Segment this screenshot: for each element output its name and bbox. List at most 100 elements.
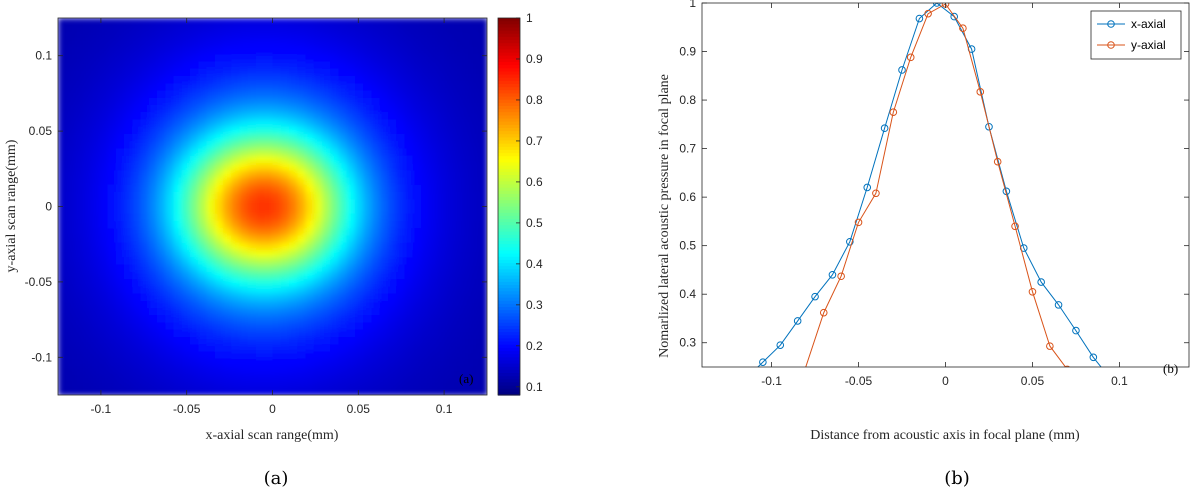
heatmap-cell	[214, 373, 224, 382]
heatmap-cell	[388, 170, 398, 179]
heatmap-cell	[198, 373, 208, 382]
heatmap-cell	[437, 250, 447, 259]
heatmap-cell	[107, 206, 117, 215]
heatmap-cell	[388, 373, 398, 382]
heatmap-cell	[437, 293, 447, 302]
heatmap-cell	[82, 177, 92, 186]
heatmap-cell	[247, 76, 257, 85]
heatmap-cell	[206, 170, 216, 179]
heatmap-cell	[91, 105, 101, 114]
heatmap-cell	[355, 322, 365, 331]
heatmap-cell	[99, 76, 109, 85]
heatmap-cell	[198, 279, 208, 288]
heatmap-cell	[454, 358, 464, 367]
heatmap-cell	[256, 126, 266, 135]
heatmap-cell	[289, 213, 299, 222]
heatmap-cell	[132, 322, 142, 331]
data-point-y-axial	[872, 189, 880, 198]
heatmap-cell	[239, 271, 249, 280]
heatmap-cell	[429, 199, 439, 208]
heatmap-cell	[330, 126, 340, 135]
heatmap-cell	[412, 148, 422, 157]
heatmap-cell	[313, 39, 323, 48]
heatmap-cell	[181, 97, 191, 106]
heatmap-cell	[396, 170, 406, 179]
heatmap-cell	[115, 387, 125, 395]
heatmap-cell	[280, 387, 290, 395]
data-point-y-axial	[993, 157, 1002, 166]
heatmap-cell	[157, 300, 167, 309]
heatmap-cell	[437, 308, 447, 317]
heatmap-cell	[421, 300, 431, 309]
heatmap-cell	[396, 213, 406, 222]
heatmap-cell	[421, 221, 431, 230]
heatmap-cell	[264, 54, 274, 63]
heatmap-cell	[214, 76, 224, 85]
heatmap-cell	[264, 366, 274, 375]
colorbar-segment	[498, 30, 520, 35]
heatmap-cell	[198, 134, 208, 143]
heatmap-cell	[206, 250, 216, 259]
heatmap-cell	[445, 32, 455, 41]
heatmap-cell	[140, 105, 150, 114]
heatmap-cell	[305, 184, 315, 193]
heatmap-cell	[264, 250, 274, 259]
heatmap-cell	[363, 112, 373, 121]
heatmap-cell	[478, 387, 487, 395]
heatmap-cell	[264, 148, 274, 157]
heatmap-cell	[412, 126, 422, 135]
heatmap-cell	[157, 61, 167, 70]
heatmap-cell	[181, 344, 191, 353]
heatmap-cell	[412, 329, 422, 338]
heatmap-cell	[478, 279, 487, 288]
heatmap-cell	[272, 228, 282, 237]
heatmap-cell	[165, 279, 175, 288]
colorbar-segment	[498, 127, 520, 132]
heatmap-cell	[206, 351, 216, 360]
colorbar-segment	[498, 131, 520, 135]
heatmap-cell	[239, 83, 249, 92]
heatmap-cell	[470, 337, 480, 346]
heatmap-cell	[421, 213, 431, 222]
heatmap-cell	[421, 90, 431, 99]
heatmap-cell	[58, 39, 68, 48]
heatmap-cell	[173, 351, 183, 360]
heatmap-cell	[322, 61, 332, 70]
heatmap-cell	[214, 235, 224, 244]
heatmap-cell	[313, 76, 323, 85]
heatmap-cell	[124, 126, 134, 135]
heatmap-cell	[115, 54, 125, 63]
colorbar-segment	[498, 319, 520, 324]
heatmap-cell	[132, 250, 142, 259]
heatmap-cell	[330, 344, 340, 353]
heatmap-cell	[363, 366, 373, 375]
heatmap-cell	[239, 61, 249, 70]
heatmap-cell	[322, 373, 332, 382]
heatmap-cell	[421, 177, 431, 186]
heatmap-cell	[338, 76, 348, 85]
heatmap-cell	[454, 308, 464, 317]
heatmap-cell	[454, 25, 464, 34]
heatmap-cell	[157, 155, 167, 164]
heatmap-cell	[190, 235, 200, 244]
heatmap-cell	[206, 286, 216, 295]
heatmap-cell	[132, 39, 142, 48]
heatmap-cell	[82, 380, 92, 389]
colorbar-segment	[498, 247, 520, 252]
heatmap-cell	[330, 257, 340, 266]
heatmap-cell	[157, 351, 167, 360]
heatmap-cell	[396, 300, 406, 309]
heatmap-cell	[346, 134, 356, 143]
heatmap-cell	[82, 337, 92, 346]
heatmap-cell	[124, 373, 134, 382]
heatmap-cell	[330, 97, 340, 106]
heatmap-cell	[289, 250, 299, 259]
heatmap-cell	[115, 112, 125, 121]
heatmap-cell	[264, 373, 274, 382]
heatmap-cell	[478, 337, 487, 346]
colorbar-segment	[498, 237, 520, 242]
heatmap-cell	[412, 105, 422, 114]
heatmap-cell	[429, 300, 439, 309]
heatmap-cell	[173, 61, 183, 70]
heatmap-cell	[470, 199, 480, 208]
